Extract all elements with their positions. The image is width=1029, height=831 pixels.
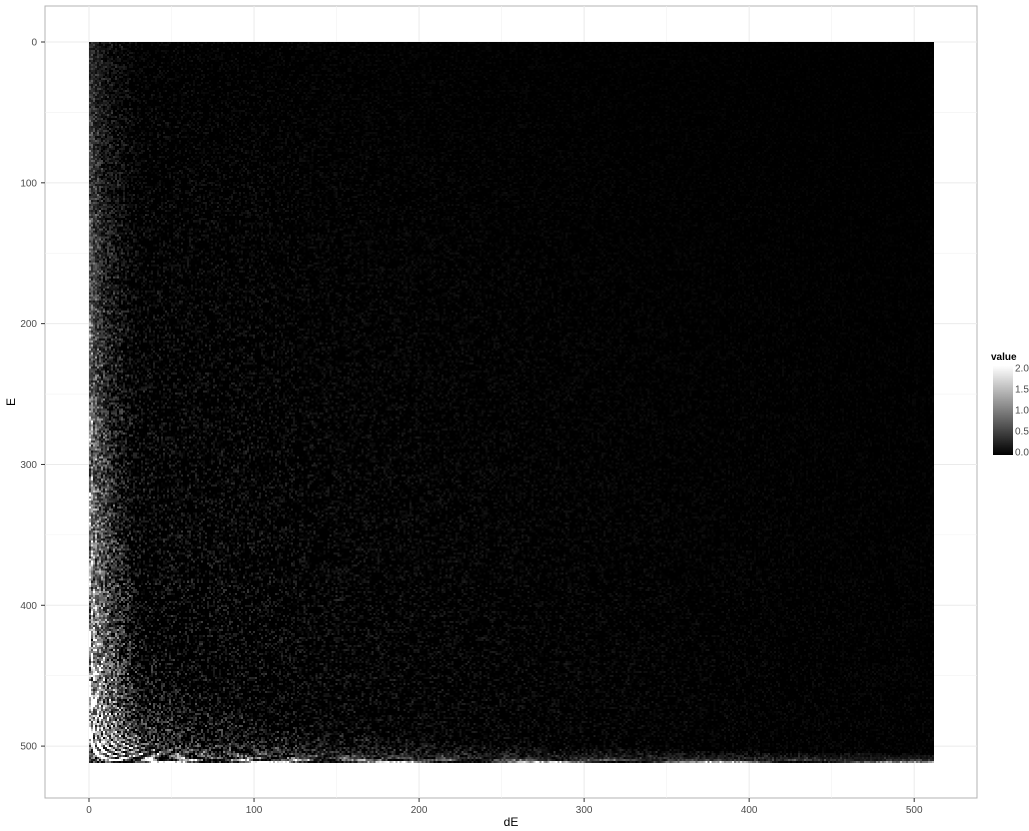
legend-tick-label: 1.5	[1015, 385, 1029, 396]
legend-tick-label: 2.0	[1015, 364, 1029, 375]
y-tick-label: 400	[20, 601, 37, 612]
x-tick-label: 300	[576, 805, 593, 816]
x-tick-label: 100	[246, 805, 263, 816]
legend-colorbar	[993, 366, 1013, 455]
x-tick-label: 500	[906, 805, 923, 816]
legend-tick-label: 1.0	[1015, 406, 1029, 417]
axis-ticks	[41, 41, 915, 802]
x-tick-labels: 0 100 200 300 400 500	[86, 805, 923, 816]
y-tick-label: 500	[20, 742, 37, 753]
legend-tick-label: 0.5	[1015, 427, 1029, 438]
y-tick-label: 200	[20, 319, 37, 330]
legend-tick-label: 0.0	[1015, 448, 1029, 459]
legend-title: value	[991, 352, 1017, 363]
y-tick-label: 300	[20, 460, 37, 471]
x-tick-label: 400	[741, 805, 758, 816]
y-tick-label: 100	[20, 178, 37, 189]
x-tick-label: 0	[86, 805, 92, 816]
y-axis-title: E	[4, 398, 18, 406]
y-tick-labels: 0 100 200 300 400 500	[20, 38, 37, 753]
y-tick-label: 0	[31, 38, 37, 49]
x-tick-label: 200	[411, 805, 428, 816]
x-axis-title: dE	[504, 815, 519, 829]
heatmap-area	[89, 42, 934, 763]
